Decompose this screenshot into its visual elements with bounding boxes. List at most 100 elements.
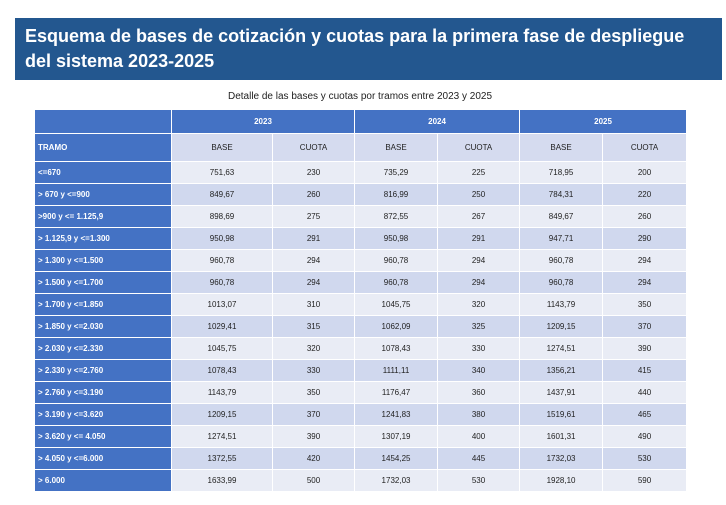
value-cell: 350	[602, 293, 688, 316]
value-cell: 1274,51	[519, 337, 604, 360]
column-header: CUOTA	[602, 133, 688, 162]
value-cell: 294	[437, 249, 521, 272]
value-cell: 390	[602, 337, 688, 360]
value-cell: 1274,51	[171, 425, 273, 448]
column-row: TRAMO BASE CUOTA BASE CUOTA BASE CUOTA	[34, 133, 688, 162]
value-cell: 1732,03	[519, 447, 604, 470]
value-cell: 816,99	[354, 183, 439, 206]
value-cell: 275	[271, 205, 356, 228]
tramo-cell: >900 y <= 1.125,9	[34, 205, 172, 228]
value-cell: 291	[271, 227, 356, 250]
value-cell: 465	[602, 403, 688, 426]
value-cell: 440	[602, 381, 688, 404]
value-cell: 291	[437, 227, 521, 250]
title-banner: Esquema de bases de cotización y cuotas …	[15, 18, 722, 80]
value-cell: 718,95	[519, 161, 604, 184]
data-row: > 2.330 y <=2.760 1078,43 330 1111,11 340 135…	[34, 359, 688, 382]
value-cell: 290	[602, 227, 688, 250]
data-row: > 6.000 1633,99 500 1732,03 530 1928,10 590	[34, 469, 688, 492]
value-cell: 250	[437, 183, 521, 206]
value-cell: 1062,09	[354, 315, 439, 338]
value-cell: 380	[437, 403, 521, 426]
year-header: 2023	[170, 109, 356, 134]
value-cell: 320	[271, 337, 356, 360]
value-cell: 294	[602, 249, 688, 272]
value-cell: 420	[271, 447, 356, 470]
tramo-cell: > 2.760 y <=3.190	[34, 381, 172, 404]
value-cell: 1601,31	[519, 425, 604, 448]
data-row: > 2.030 y <=2.330 1045,75 320 1078,43 330 127…	[34, 337, 688, 360]
value-cell: 370	[602, 315, 688, 338]
value-cell: 294	[602, 271, 688, 294]
value-cell: 960,78	[171, 249, 273, 272]
value-cell: 330	[437, 337, 521, 360]
value-cell: 1143,79	[519, 293, 604, 316]
value-cell: 390	[271, 425, 356, 448]
value-cell: 1241,83	[354, 403, 439, 426]
value-cell: 751,63	[171, 161, 273, 184]
value-cell: 530	[602, 447, 688, 470]
data-row: > 1.125,9 y <=1.300 950,98 291 950,98 291 947…	[34, 227, 688, 250]
value-cell: 872,55	[354, 205, 439, 228]
tramo-cell: > 6.000	[34, 469, 172, 492]
value-cell: 294	[437, 271, 521, 294]
value-cell: 370	[271, 403, 356, 426]
value-cell: 530	[437, 469, 521, 492]
value-cell: 330	[271, 359, 356, 382]
value-cell: 350	[271, 381, 356, 404]
tramo-cell: > 1.700 y <=1.850	[34, 293, 172, 316]
value-cell: 1356,21	[519, 359, 604, 382]
value-cell: 898,69	[171, 205, 273, 228]
value-cell: 360	[437, 381, 521, 404]
column-header: BASE	[171, 133, 273, 162]
tramo-cell: > 3.190 y <=3.620	[34, 403, 172, 426]
tramo-cell: > 2.330 y <=2.760	[34, 359, 172, 382]
data-row: > 3.620 y <= 4.050 1274,51 390 1307,19 400 16…	[34, 425, 688, 448]
corner-cell	[34, 109, 172, 134]
value-cell: 1176,47	[354, 381, 439, 404]
value-cell: 325	[437, 315, 521, 338]
value-cell: 960,78	[519, 271, 604, 294]
value-cell: 735,29	[354, 161, 439, 184]
value-cell: 590	[602, 469, 688, 492]
value-cell: 200	[602, 161, 688, 184]
value-cell: 1454,25	[354, 447, 439, 470]
value-cell: 267	[437, 205, 521, 228]
table-caption: Detalle de las bases y cuotas por tramos…	[227, 91, 493, 102]
value-cell: 230	[271, 161, 356, 184]
value-cell: 960,78	[354, 249, 439, 272]
rates-table: 2023 2024 2025 TRAMO BASE CUOTA BASE CUOTA BASE C…	[34, 109, 688, 492]
year-row: 2023 2024 2025	[34, 109, 688, 134]
year-header: 2024	[354, 109, 521, 134]
value-cell: 1045,75	[354, 293, 439, 316]
value-cell: 1307,19	[354, 425, 439, 448]
value-cell: 260	[271, 183, 356, 206]
column-header: BASE	[519, 133, 604, 162]
data-row: > 3.190 y <=3.620 1209,15 370 1241,83 380 151…	[34, 403, 688, 426]
column-header: BASE	[354, 133, 439, 162]
value-cell: 849,67	[519, 205, 604, 228]
value-cell: 294	[271, 249, 356, 272]
data-row: > 1.300 y <=1.500 960,78 294 960,78 294 960,7…	[34, 249, 688, 272]
value-cell: 950,98	[171, 227, 273, 250]
data-row: >900 y <= 1.125,9 898,69 275 872,55 267 849,6…	[34, 205, 688, 228]
tramo-cell: > 3.620 y <= 4.050	[34, 425, 172, 448]
tramo-cell: > 1.125,9 y <=1.300	[34, 227, 172, 250]
value-cell: 225	[437, 161, 521, 184]
column-header: TRAMO	[34, 133, 172, 162]
value-cell: 340	[437, 359, 521, 382]
data-row: > 670 y <=900 849,67 260 816,99 250 784,31 220	[34, 183, 688, 206]
data-row: > 1.500 y <=1.700 960,78 294 960,78 294 960,7…	[34, 271, 688, 294]
value-cell: 950,98	[354, 227, 439, 250]
value-cell: 1013,07	[171, 293, 273, 316]
value-cell: 1928,10	[519, 469, 604, 492]
data-row: <=670 751,63 230 735,29 225 718,95 200	[34, 161, 688, 184]
value-cell: 1519,61	[519, 403, 604, 426]
value-cell: 490	[602, 425, 688, 448]
data-row: > 2.760 y <=3.190 1143,79 350 1176,47 360 143…	[34, 381, 688, 404]
value-cell: 1209,15	[519, 315, 604, 338]
value-cell: 960,78	[519, 249, 604, 272]
value-cell: 1143,79	[171, 381, 273, 404]
tramo-cell: > 2.030 y <=2.330	[34, 337, 172, 360]
